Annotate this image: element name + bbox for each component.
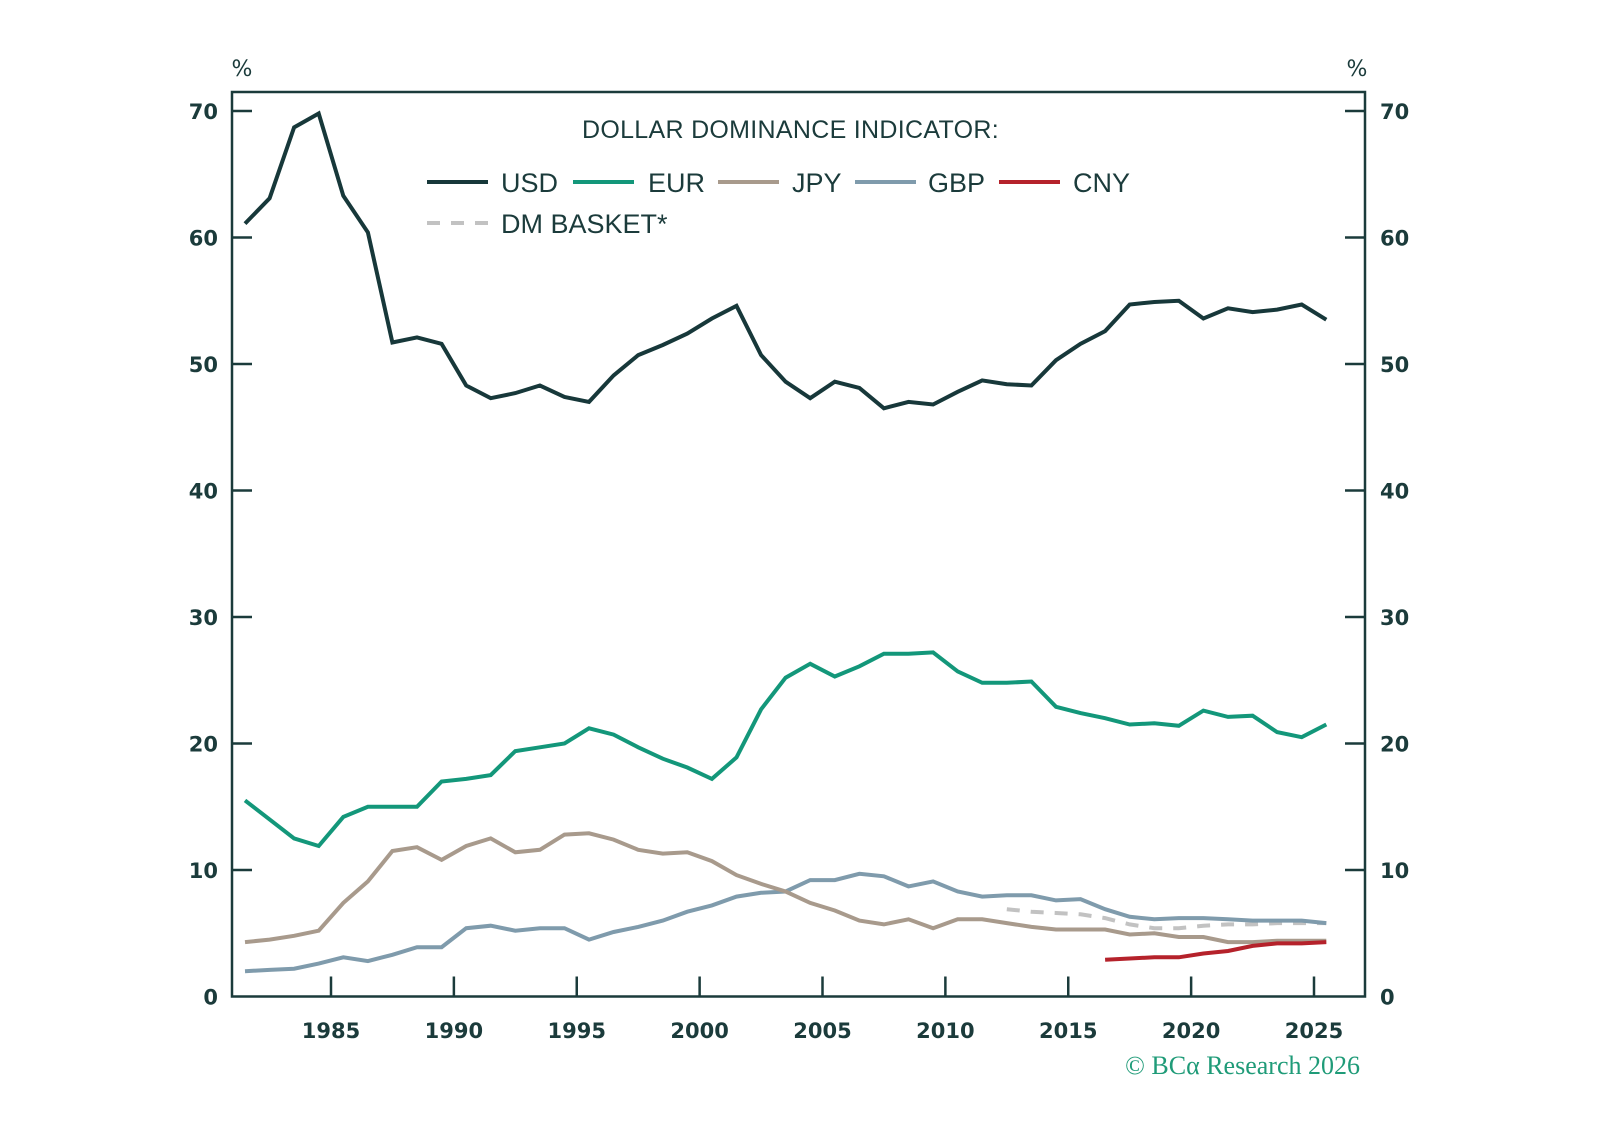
- plot-frame: [230, 90, 1367, 998]
- legend-label-gbp: GBP: [928, 168, 985, 198]
- left-y-axis: 0 10 20 30 40 50 60 70: [189, 100, 252, 1010]
- y-tick-label-left: 0: [203, 986, 218, 1010]
- right-y-axis: 0 10 20 30 40 50 60 70: [1345, 100, 1409, 1010]
- y-tick-label-left: 20: [189, 733, 218, 757]
- x-tick-label: 2000: [670, 1019, 728, 1043]
- copyright-footer: © BCα Research 2026: [1125, 1051, 1360, 1080]
- legend-label-eur: EUR: [648, 168, 705, 198]
- series-line-jpy: [244, 831, 1327, 945]
- legend: USD EUR JPY GBP CNY DM BASKET*: [427, 168, 1130, 239]
- x-tick-label: 2005: [793, 1019, 851, 1043]
- y-tick-label-left: 50: [189, 353, 218, 377]
- y-tick-label-left: 30: [189, 606, 218, 630]
- x-tick-label: 2025: [1285, 1019, 1343, 1043]
- y-tick-label-right: 10: [1380, 859, 1409, 883]
- series-line-dm-basket: [1006, 907, 1327, 931]
- x-tick-label: 1995: [548, 1019, 606, 1043]
- x-tick-label: 1985: [302, 1019, 360, 1043]
- y-tick-label-right: 70: [1380, 100, 1409, 124]
- y-tick-label-right: 50: [1380, 353, 1409, 377]
- y-tick-label-left: 60: [189, 227, 218, 251]
- legend-label-usd: USD: [501, 168, 558, 198]
- legend-label-jpy: JPY: [792, 168, 842, 198]
- y-tick-label-right: 40: [1380, 480, 1409, 504]
- y-tick-label-right: 60: [1380, 227, 1409, 251]
- series-line-cny: [1104, 940, 1327, 962]
- series-line-usd: [243, 110, 1328, 411]
- x-tick-label: 2020: [1162, 1019, 1220, 1043]
- y-tick-label-right: 30: [1380, 606, 1409, 630]
- chart-title: DOLLAR DOMINANCE INDICATOR:: [582, 116, 999, 144]
- x-axis: 1985 1990 1995 2000 2005 2010 2015 2020 2025: [302, 976, 1343, 1043]
- right-axis-unit-label: %: [1347, 57, 1368, 82]
- x-tick-label: 1990: [425, 1019, 483, 1043]
- series-layer: [243, 110, 1328, 974]
- y-tick-label-left: 40: [189, 480, 218, 504]
- y-tick-label-right: 20: [1380, 733, 1409, 757]
- x-tick-label: 2010: [916, 1019, 974, 1043]
- left-axis-unit-label: %: [232, 57, 253, 82]
- x-tick-label: 2015: [1039, 1019, 1097, 1043]
- y-tick-label-left: 10: [189, 859, 218, 883]
- y-tick-label-right: 0: [1380, 986, 1395, 1010]
- legend-label-cny: CNY: [1073, 168, 1130, 198]
- y-tick-label-left: 70: [189, 100, 218, 124]
- series-line-eur: [243, 650, 1328, 849]
- legend-label-dm-basket: DM BASKET*: [501, 209, 668, 239]
